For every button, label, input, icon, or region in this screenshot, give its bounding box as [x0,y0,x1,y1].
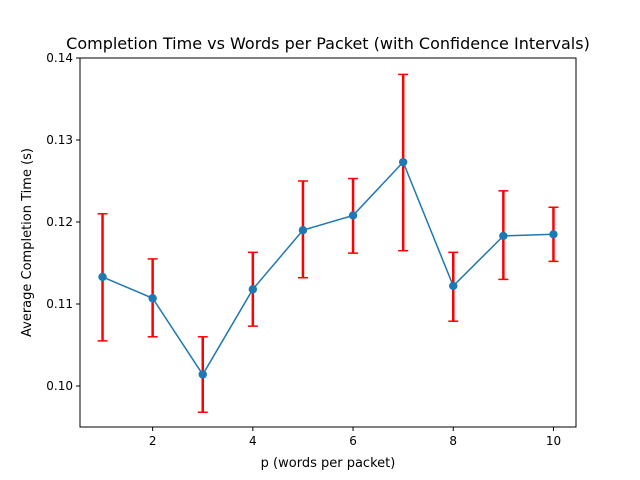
data-point [148,294,157,303]
data-point [449,281,458,291]
x-tick-label: 10 [546,434,561,448]
x-tick-label: 8 [449,434,457,448]
data-point [348,211,358,220]
ticks-layer: 2 4 6 8 10 0.10 0.11 0.12 0.13 0.14 [46,51,561,448]
data-point [499,231,508,241]
y-axis-label: Average Completion Time (s) [20,148,35,337]
chart-title: Completion Time vs Words per Packet (wit… [66,34,590,53]
data-point [549,230,558,239]
y-tick-label: 0.11 [46,297,73,311]
data-point [248,285,258,294]
y-tick-label: 0.10 [46,379,73,393]
data-point [298,226,308,235]
plot-layer [97,73,559,413]
y-tick-label: 0.13 [46,133,73,147]
series-line [102,160,554,376]
x-axis-label: p (words per packet) [261,456,396,471]
data-point [398,157,408,167]
x-tick-label: 6 [349,434,357,448]
plot-frame [79,57,577,428]
data-point [98,272,107,282]
x-tick-label: 4 [249,434,257,448]
y-tick-label: 0.14 [46,51,73,65]
x-tick-label: 2 [149,434,157,448]
y-tick-label: 0.12 [46,215,73,229]
data-point [198,370,207,379]
